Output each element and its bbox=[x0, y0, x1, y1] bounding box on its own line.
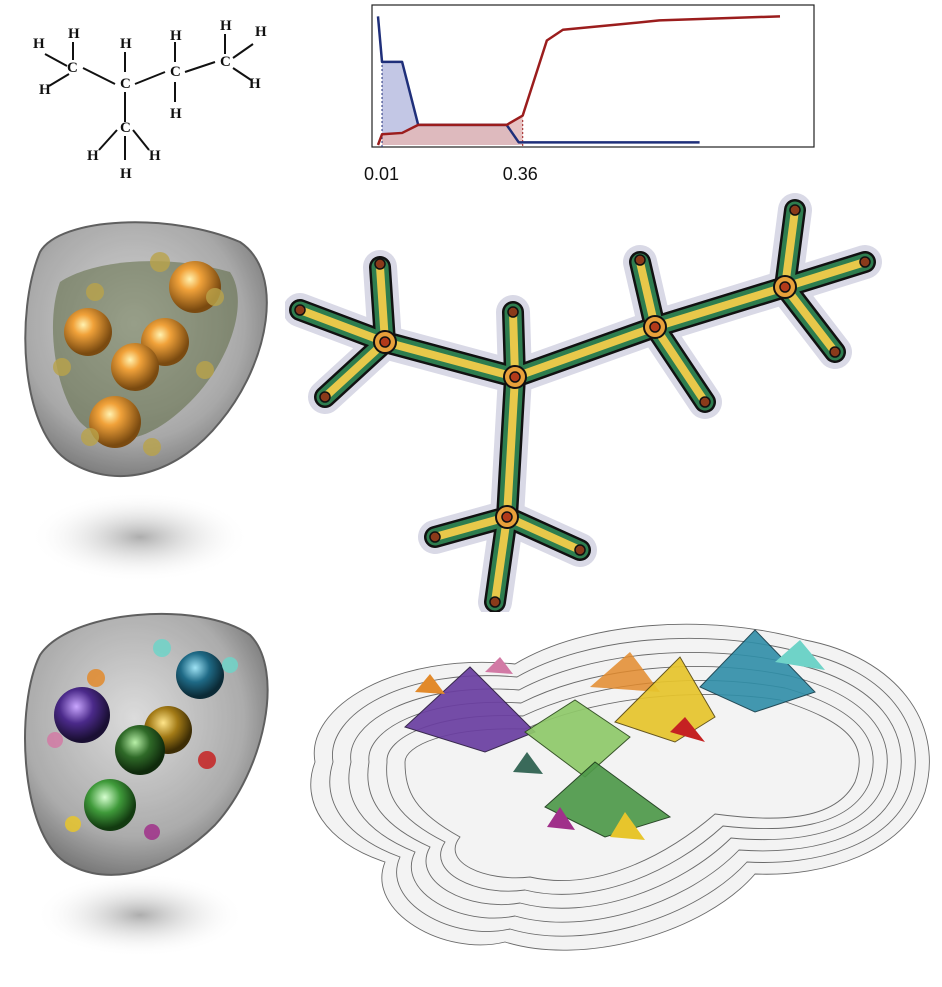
bonds bbox=[44, 34, 254, 160]
hydrogen-node bbox=[319, 391, 331, 403]
bond bbox=[232, 67, 252, 81]
basin-spheres bbox=[47, 639, 238, 840]
hydrogen-node bbox=[429, 531, 441, 543]
series-line bbox=[376, 15, 781, 146]
bond bbox=[132, 129, 150, 151]
hydrogen-sphere bbox=[86, 283, 104, 301]
atom-carbon: C bbox=[220, 54, 231, 70]
basin-peak-lightgreen bbox=[524, 699, 631, 778]
atom-labels: C C C C C H H H H H H H H H H H H bbox=[33, 18, 267, 182]
atom-hydrogen: H bbox=[170, 28, 182, 44]
bond bbox=[98, 129, 118, 151]
basin-peak-teal bbox=[699, 629, 816, 713]
molecule-3d-render-top bbox=[24, 221, 268, 582]
hydrogen-sphere bbox=[196, 361, 214, 379]
atom-sphere bbox=[54, 687, 110, 743]
hydrogen-node bbox=[489, 596, 501, 608]
atom-hydrogen: H bbox=[68, 26, 80, 42]
atom-sphere bbox=[84, 779, 136, 831]
hydrogen-sphere bbox=[150, 252, 170, 272]
carbon-node bbox=[373, 330, 397, 354]
atom-sphere bbox=[111, 343, 159, 391]
atom-hydrogen: H bbox=[39, 82, 51, 98]
hydrogen-sphere bbox=[143, 438, 161, 456]
atom-carbon: C bbox=[67, 60, 78, 76]
hydrogen-node bbox=[789, 204, 801, 216]
shadow bbox=[30, 492, 250, 582]
atom-hydrogen: H bbox=[87, 148, 99, 164]
bond bbox=[184, 61, 216, 73]
hydrogen-node bbox=[859, 256, 871, 268]
hydrogen-sphere bbox=[144, 824, 160, 840]
carbon-node bbox=[643, 315, 667, 339]
plot-frame bbox=[371, 4, 815, 148]
atom-sphere bbox=[176, 651, 224, 699]
basin-peak-orange bbox=[590, 652, 660, 692]
x-tick-label: 0.36 bbox=[503, 164, 538, 184]
persistence-chart: 0.01 0.36 bbox=[364, 4, 815, 184]
hydrogen-sphere bbox=[206, 288, 224, 306]
carbon-node bbox=[773, 275, 797, 299]
bond bbox=[232, 43, 254, 59]
atom-sphere bbox=[115, 725, 165, 775]
hydrogen-sphere bbox=[87, 669, 105, 687]
basin-peak-yellow bbox=[614, 656, 716, 743]
atom-sphere bbox=[89, 396, 141, 448]
basin-peak-green bbox=[544, 761, 672, 838]
contour-landscape bbox=[310, 623, 930, 951]
hydrogen-node bbox=[507, 306, 519, 318]
hydrogen-sphere bbox=[47, 732, 63, 748]
hydrogen-node bbox=[829, 346, 841, 358]
chart-marks bbox=[376, 15, 781, 147]
skeleton-green-band bbox=[291, 201, 874, 611]
basin-peak-pink bbox=[485, 657, 513, 674]
series-area bbox=[382, 61, 519, 145]
hydrogen-sphere bbox=[65, 816, 81, 832]
structural-formula: C C C C C H H H H H H H H H H H H bbox=[33, 18, 267, 182]
basin-peak-red bbox=[670, 717, 705, 742]
molecular-skeleton-graph bbox=[285, 193, 882, 612]
hydrogen-sphere bbox=[53, 358, 71, 376]
atom-spheres bbox=[53, 252, 224, 456]
basin-peak-darkgreen bbox=[513, 752, 543, 774]
carbon-node bbox=[503, 365, 527, 389]
skeleton-yellow-core bbox=[296, 206, 869, 606]
hydrogen-sphere bbox=[153, 639, 171, 657]
basin-peaks bbox=[404, 629, 825, 840]
hydrogen-sphere bbox=[81, 428, 99, 446]
atom-hydrogen: H bbox=[120, 166, 132, 182]
basin-peak-yellow-small bbox=[610, 812, 645, 840]
basin-peak-magenta bbox=[547, 807, 575, 830]
carbon-node bbox=[495, 505, 519, 529]
atom-hydrogen: H bbox=[170, 106, 182, 122]
hydrogen-node bbox=[374, 258, 386, 270]
basin-peak-cyan bbox=[775, 640, 825, 670]
atom-hydrogen: H bbox=[249, 76, 261, 92]
molecule-3d-render-bottom bbox=[24, 613, 269, 957]
shadow bbox=[35, 873, 245, 957]
atom-hydrogen: H bbox=[255, 24, 267, 40]
hydrogen-node bbox=[634, 254, 646, 266]
atom-carbon: C bbox=[120, 76, 131, 92]
atom-hydrogen: H bbox=[120, 36, 132, 52]
atom-hydrogen: H bbox=[220, 18, 232, 34]
atom-carbon: C bbox=[170, 64, 181, 80]
hydrogen-node bbox=[294, 304, 306, 316]
bond bbox=[82, 67, 116, 85]
hydrogen-sphere bbox=[198, 751, 216, 769]
atom-hydrogen: H bbox=[33, 36, 45, 52]
atom-carbon: C bbox=[120, 120, 131, 136]
atom-hydrogen: H bbox=[149, 148, 161, 164]
skeleton-nodes bbox=[294, 204, 871, 608]
atom-sphere bbox=[64, 308, 112, 356]
bond bbox=[134, 71, 166, 85]
bond bbox=[48, 73, 70, 87]
hydrogen-sphere bbox=[222, 657, 238, 673]
series-area bbox=[382, 115, 523, 145]
hydrogen-node bbox=[699, 396, 711, 408]
hydrogen-node bbox=[574, 544, 586, 556]
bond bbox=[44, 53, 68, 67]
x-tick-label: 0.01 bbox=[364, 164, 399, 184]
basin-peak-orange bbox=[415, 674, 445, 694]
